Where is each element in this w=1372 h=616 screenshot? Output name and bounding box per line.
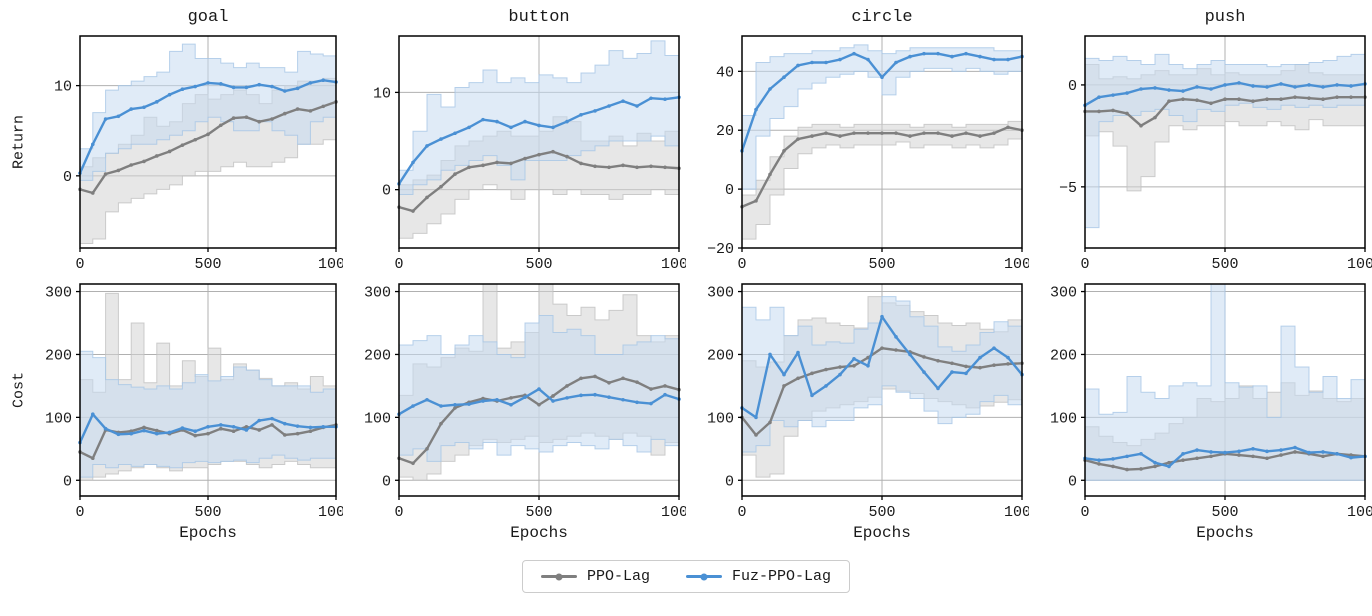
ppo-lag-marker-icon [555, 573, 563, 580]
x-tick-label: 1000 [1004, 504, 1029, 521]
x-tick-label: 1000 [318, 256, 343, 273]
x-tick-label: 500 [868, 256, 895, 273]
plot-canvas-return-circle: −200204005001000 [707, 35, 1029, 273]
subplot-cost-push: 0 100 200 300 0 500 1000 Epochs [1029, 278, 1372, 552]
x-tick-label: 0 [394, 504, 403, 521]
y-tick-label: 300 [707, 285, 734, 302]
ppo-lag-line-icon [540, 573, 577, 580]
subplot-cost-button: 0 100 200 300 0 500 1000 Epochs [343, 278, 686, 552]
y-tick-label: 10 [54, 79, 72, 96]
subplot-return-circle: circle −200204005001000 [686, 4, 1029, 278]
y-tick-label: 0 [1068, 78, 1077, 95]
plot-area: 0 100 200 300 0 500 1000 [45, 283, 343, 521]
plot-canvas-return-push: −5 0 0 500 1000 [1059, 35, 1372, 273]
legend-item-fuz-ppo-lag: Fuz-PPO-Lag [685, 568, 832, 585]
plot-canvas-return-button: 0 10 0 500 1000 [373, 35, 686, 273]
legend-label-fuz-ppo-lag: Fuz-PPO-Lag [731, 568, 832, 585]
plot-area: −200204005001000 [707, 35, 1029, 273]
plot-area: 0 100 200 300 0 500 1000 [1050, 283, 1372, 521]
x-tick-label: 500 [1211, 504, 1238, 521]
plot-area: 0 100 200 300 0 500 1000 [364, 283, 686, 521]
y-tick-label: 200 [364, 347, 391, 364]
Fuz-PPO-Lag-band [741, 44, 1023, 190]
x-tick-label: 0 [394, 256, 403, 273]
y-tick-label: 300 [1050, 285, 1077, 302]
y-tick-label: 0 [382, 183, 391, 200]
fuz-ppo-lag-line-icon [685, 573, 722, 580]
y-tick-label: 100 [1050, 410, 1077, 427]
x-tick-label: 1000 [318, 504, 343, 521]
y-tick-label: 100 [707, 410, 734, 427]
y-tick-label: 40 [716, 64, 734, 81]
x-tick-label: 1000 [1347, 256, 1372, 273]
y-tick-label: 0 [725, 473, 734, 490]
x-tick-label: 0 [737, 256, 746, 273]
y-tick-label: 200 [707, 347, 734, 364]
Fuz-PPO-Lag-band [1084, 283, 1366, 481]
x-tick-label: 500 [525, 504, 552, 521]
x-tick-label: 1000 [1004, 256, 1029, 273]
x-tick-label: 500 [194, 256, 221, 273]
plot-area: 0 10 0 500 1000 [54, 35, 343, 273]
y-tick-label: 10 [373, 85, 391, 102]
x-tick-label: 0 [737, 504, 746, 521]
plot-area: 0 100 200 300 0 500 1000 [707, 283, 1029, 521]
x-tick-label: 0 [75, 256, 84, 273]
subplot-return-button: button 0 10 0 500 1000 [343, 4, 686, 278]
x-tick-label: 1000 [1347, 504, 1372, 521]
x-axis-label: Epochs [510, 524, 568, 542]
y-tick-label: 300 [364, 285, 391, 302]
x-tick-label: 500 [868, 504, 895, 521]
x-tick-label: 0 [1080, 504, 1089, 521]
y-tick-label: 100 [45, 410, 72, 427]
y-tick-label: 20 [716, 123, 734, 140]
y-tick-label: 0 [1068, 473, 1077, 490]
y-tick-label: 0 [382, 473, 391, 490]
plot-title: button [508, 8, 570, 27]
plot-canvas-cost-button: 0 100 200 300 0 500 1000 [364, 283, 686, 521]
y-tick-label: −20 [707, 241, 734, 258]
plot-canvas-cost-goal: 0 100 200 300 0 500 1000 [45, 283, 343, 521]
y-tick-label: 200 [1050, 347, 1077, 364]
y-tick-label: 0 [63, 473, 72, 490]
x-tick-label: 500 [1211, 256, 1238, 273]
x-tick-label: 0 [1080, 256, 1089, 273]
x-tick-label: 1000 [661, 504, 686, 521]
subplot-grid: goal Return 01005001000 button 010050010… [0, 4, 1372, 552]
plot-title: push [1204, 8, 1246, 27]
plot-title: circle [851, 8, 913, 27]
y-tick-label: 300 [45, 285, 72, 302]
y-tick-label: 200 [45, 347, 72, 364]
x-tick-label: 500 [525, 256, 552, 273]
legend: PPO-Lag Fuz-PPO-Lag [521, 560, 851, 593]
plot-title: goal [187, 8, 229, 27]
legend-label-ppo-lag: PPO-Lag [586, 568, 650, 585]
subplot-return-goal: goal Return 01005001000 [0, 4, 344, 278]
PPO-Lag-band [741, 120, 1023, 240]
x-axis-label: Epochs [1196, 524, 1254, 542]
plot-canvas-return-goal: 0 10 0 500 1000 [54, 35, 343, 273]
x-tick-label: 0 [75, 504, 84, 521]
subplot-cost-circle: 0 100 200 300 0 500 1000 Epochs [686, 278, 1029, 552]
y-tick-label: 0 [725, 182, 734, 199]
plot-canvas-cost-circle: 0 100 200 300 0 500 1000 [707, 283, 1029, 521]
plot-area: −5 0 0 500 1000 [1059, 35, 1372, 273]
fuz-ppo-lag-marker-icon [700, 573, 708, 580]
subplot-cost-goal: Cost 010020030005001000 Epochs [0, 278, 343, 552]
subplot-return-push: push −5 0 0 500 1000 [1029, 4, 1372, 278]
y-tick-label: −5 [1059, 180, 1077, 197]
x-axis-label: Epochs [179, 524, 237, 542]
plot-canvas-cost-push: 0 100 200 300 0 500 1000 [1050, 283, 1372, 521]
y-tick-label: 100 [364, 410, 391, 427]
x-tick-label: 500 [194, 504, 221, 521]
legend-item-ppo-lag: PPO-Lag [540, 568, 650, 585]
plot-area: 0 10 0 500 1000 [373, 35, 686, 273]
x-tick-label: 1000 [661, 256, 686, 273]
x-axis-label: Epochs [853, 524, 911, 542]
y-tick-label: 0 [63, 169, 72, 186]
